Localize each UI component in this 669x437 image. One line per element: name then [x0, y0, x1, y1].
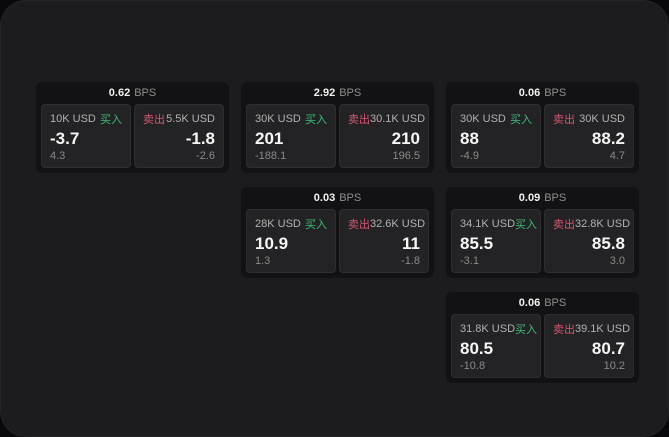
buy-change: -188.1	[255, 150, 287, 162]
quote-card: 0.06 BPS 30K USD 买入 88 -4.9 卖出 30K USD	[446, 82, 639, 173]
bps-header: 0.09 BPS	[451, 187, 634, 209]
buy-notional: 30K USD	[460, 113, 506, 125]
sell-quote-tile[interactable]: 卖出 32.8K USD 85.8 3.0	[544, 209, 634, 273]
buy-notional: 10K USD	[50, 113, 96, 125]
quote-tiles: 28K USD 买入 10.9 1.3 卖出 32.6K USD 11 -1.8	[246, 209, 429, 273]
buy-side-label: 买入	[515, 219, 538, 231]
quote-tiles: 34.1K USD 买入 85.5 -3.1 卖出 32.8K USD 85.8…	[451, 209, 634, 273]
sell-side-label: 卖出	[348, 114, 370, 126]
sell-price: 85.8	[591, 234, 625, 253]
bps-unit-label: BPS	[544, 192, 567, 204]
sell-change: 3.0	[609, 255, 625, 267]
sell-quote-tile[interactable]: 卖出 39.1K USD 80.7 10.2	[544, 314, 634, 378]
sell-notional: 30K USD	[579, 113, 625, 125]
buy-notional: 31.8K USD	[460, 323, 516, 335]
bps-header: 0.03 BPS	[246, 187, 429, 209]
sell-side-label: 卖出	[553, 219, 575, 231]
buy-notional: 30K USD	[255, 113, 301, 125]
bps-header: 0.06 BPS	[451, 82, 634, 104]
buy-quote-tile[interactable]: 10K USD 买入 -3.7 4.3	[41, 104, 131, 168]
sell-side-label: 卖出	[348, 219, 370, 231]
sell-side-label: 卖出	[143, 114, 165, 126]
sell-price: 88.2	[591, 129, 625, 148]
quote-tiles: 10K USD 买入 -3.7 4.3 卖出 5.5K USD -1.8 -2.…	[41, 104, 224, 168]
sell-quote-tile[interactable]: 卖出 5.5K USD -1.8 -2.6	[134, 104, 224, 168]
quote-tiles: 31.8K USD 买入 80.5 -10.8 卖出 39.1K USD 80.…	[451, 314, 634, 378]
buy-side-label: 买入	[305, 219, 327, 231]
bps-value: 2.92	[313, 87, 336, 99]
bps-header: 2.92 BPS	[246, 82, 429, 104]
buy-side-label: 买入	[510, 114, 532, 126]
quote-card: 0.03 BPS 28K USD 买入 10.9 1.3 卖出 32.6K US…	[241, 187, 434, 278]
buy-price: 88	[460, 129, 479, 148]
buy-quote-tile[interactable]: 28K USD 买入 10.9 1.3	[246, 209, 336, 273]
sell-notional: 30.1K USD	[370, 113, 426, 125]
bps-unit-label: BPS	[134, 87, 157, 99]
bps-unit-label: BPS	[544, 297, 567, 309]
quote-tiles: 30K USD 买入 88 -4.9 卖出 30K USD 88.2 4.7	[451, 104, 634, 168]
buy-change: -10.8	[460, 360, 486, 372]
quote-tiles: 30K USD 买入 201 -188.1 卖出 30.1K USD 210 1…	[246, 104, 429, 168]
sell-change: -1.8	[401, 255, 420, 267]
bps-value: 0.62	[108, 87, 131, 99]
buy-price: 85.5	[460, 234, 494, 253]
sell-change: 10.2	[603, 360, 625, 372]
sell-side-label: 卖出	[553, 324, 575, 336]
bps-value: 0.09	[518, 192, 541, 204]
buy-notional: 28K USD	[255, 218, 301, 230]
sell-price: 80.7	[591, 339, 625, 358]
bps-header: 0.06 BPS	[451, 292, 634, 314]
buy-change: 1.3	[255, 255, 271, 267]
sell-side-label: 卖出	[553, 114, 575, 126]
bps-value: 0.06	[518, 87, 541, 99]
bps-header: 0.62 BPS	[41, 82, 224, 104]
quote-card-grid: 0.62 BPS 10K USD 买入 -3.7 4.3 卖出 5.5K USD	[36, 82, 639, 383]
sell-quote-tile[interactable]: 卖出 30.1K USD 210 196.5	[339, 104, 429, 168]
sell-notional: 39.1K USD	[575, 323, 631, 335]
sell-price: 11	[402, 234, 420, 253]
buy-price: -3.7	[50, 129, 80, 148]
bps-value: 0.06	[518, 297, 541, 309]
sell-change: 4.7	[609, 150, 625, 162]
buy-price: 10.9	[255, 234, 289, 253]
buy-quote-tile[interactable]: 34.1K USD 买入 85.5 -3.1	[451, 209, 541, 273]
sell-change: -2.6	[196, 150, 215, 162]
buy-side-label: 买入	[515, 324, 538, 336]
quote-card: 0.09 BPS 34.1K USD 买入 85.5 -3.1 卖出 32.8K…	[446, 187, 639, 278]
buy-quote-tile[interactable]: 31.8K USD 买入 80.5 -10.8	[451, 314, 541, 378]
quote-card: 2.92 BPS 30K USD 买入 201 -188.1 卖出 30.1K …	[241, 82, 434, 173]
bps-unit-label: BPS	[544, 87, 567, 99]
sell-quote-tile[interactable]: 卖出 32.6K USD 11 -1.8	[339, 209, 429, 273]
buy-notional: 34.1K USD	[460, 218, 516, 230]
sell-notional: 32.8K USD	[575, 218, 631, 230]
sell-price: 210	[391, 129, 420, 148]
sell-price: -1.8	[185, 129, 215, 148]
sell-notional: 32.6K USD	[370, 218, 426, 230]
buy-side-label: 买入	[100, 114, 122, 126]
quote-card: 0.06 BPS 31.8K USD 买入 80.5 -10.8 卖出 39.1…	[446, 292, 639, 383]
buy-change: -3.1	[460, 255, 479, 267]
buy-price: 80.5	[460, 339, 494, 358]
buy-quote-tile[interactable]: 30K USD 买入 88 -4.9	[451, 104, 541, 168]
bps-unit-label: BPS	[339, 87, 362, 99]
bps-unit-label: BPS	[339, 192, 362, 204]
quote-card: 0.62 BPS 10K USD 买入 -3.7 4.3 卖出 5.5K USD	[36, 82, 229, 173]
buy-quote-tile[interactable]: 30K USD 买入 201 -188.1	[246, 104, 336, 168]
bps-value: 0.03	[313, 192, 336, 204]
sell-change: 196.5	[392, 150, 420, 162]
sell-quote-tile[interactable]: 卖出 30K USD 88.2 4.7	[544, 104, 634, 168]
buy-change: 4.3	[50, 150, 66, 162]
buy-side-label: 买入	[305, 114, 327, 126]
buy-price: 201	[255, 129, 284, 148]
sell-notional: 5.5K USD	[166, 113, 215, 125]
buy-change: -4.9	[460, 150, 479, 162]
